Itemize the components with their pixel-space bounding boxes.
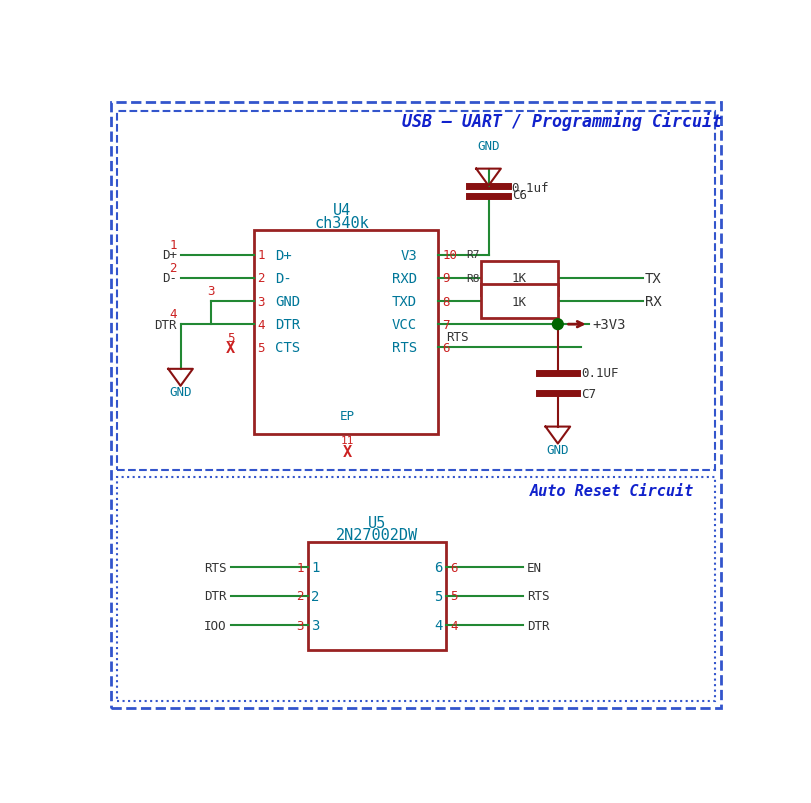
Text: DTR: DTR [275, 318, 300, 332]
Text: X: X [342, 444, 352, 459]
Text: 6: 6 [433, 560, 442, 575]
Text: 6: 6 [442, 341, 449, 354]
Bar [480, 285, 557, 319]
Text: 3: 3 [296, 619, 303, 632]
Text: +3V3: +3V3 [592, 318, 625, 332]
Text: GND: GND [275, 295, 300, 308]
Text: 1: 1 [311, 560, 320, 575]
Text: TXD: TXD [392, 295, 416, 308]
Text: CTS: CTS [275, 340, 300, 355]
Text: 2: 2 [296, 589, 303, 603]
Text: R7: R7 [466, 251, 478, 260]
Text: ch340k: ch340k [315, 216, 369, 230]
Text: 4: 4 [257, 318, 264, 332]
Text: 3: 3 [311, 618, 320, 633]
Text: C6: C6 [511, 189, 526, 202]
Text: 6: 6 [449, 561, 457, 574]
Text: EP: EP [340, 409, 354, 422]
Text: U4: U4 [333, 202, 351, 218]
Text: 9: 9 [442, 272, 449, 285]
Bar [253, 231, 438, 434]
Text: 0.1uf: 0.1uf [511, 182, 548, 195]
Text: 0.1UF: 0.1UF [580, 367, 618, 380]
Text: 5: 5 [433, 589, 442, 603]
Text: D+: D+ [161, 249, 177, 262]
Text: 1: 1 [169, 238, 177, 251]
Text: RTS: RTS [392, 340, 416, 355]
Text: U5: U5 [367, 516, 385, 531]
Bar [480, 262, 557, 296]
Text: 3: 3 [257, 296, 264, 308]
Text: 10: 10 [442, 249, 457, 262]
Text: C7: C7 [580, 388, 595, 401]
Text: 2: 2 [311, 589, 320, 603]
Bar [118, 112, 714, 471]
Text: 4: 4 [449, 619, 457, 632]
Text: GND: GND [169, 386, 191, 399]
Text: DTR: DTR [526, 619, 549, 632]
Text: 4: 4 [169, 308, 177, 320]
Text: 5: 5 [226, 332, 234, 344]
Text: 1K: 1K [511, 272, 526, 285]
Text: RTS: RTS [204, 561, 226, 574]
Text: USB – UART / Programming Circuit: USB – UART / Programming Circuit [401, 112, 721, 131]
Text: IOO: IOO [204, 619, 226, 632]
Text: D-: D- [161, 272, 177, 285]
Text: 5: 5 [449, 589, 457, 603]
Text: RTS: RTS [445, 331, 468, 344]
Bar [307, 542, 445, 650]
Text: 2: 2 [169, 261, 177, 275]
Text: V3: V3 [400, 249, 416, 263]
Text: 5: 5 [257, 341, 264, 354]
Text: TX: TX [644, 271, 661, 286]
Text: D+: D+ [275, 249, 292, 263]
Text: RTS: RTS [526, 589, 549, 603]
Text: D-: D- [275, 271, 292, 286]
Text: 1K: 1K [511, 296, 526, 308]
Text: 2: 2 [257, 272, 264, 285]
Bar [118, 477, 714, 702]
Text: DTR: DTR [204, 589, 226, 603]
Text: RXD: RXD [392, 271, 416, 286]
Text: 1: 1 [257, 249, 264, 262]
Text: X: X [225, 340, 235, 355]
Text: GND: GND [477, 140, 499, 153]
Text: 11: 11 [341, 436, 354, 446]
Text: RX: RX [644, 295, 661, 308]
Text: R8: R8 [466, 273, 478, 283]
Text: 8: 8 [442, 296, 449, 308]
Text: 2N27002DW: 2N27002DW [336, 528, 418, 542]
Text: DTR: DTR [154, 318, 177, 332]
Text: 7: 7 [442, 318, 449, 332]
Text: VCC: VCC [392, 318, 416, 332]
Text: 3: 3 [208, 284, 215, 297]
Text: EN: EN [526, 561, 542, 574]
Circle shape [551, 320, 563, 330]
Text: GND: GND [546, 443, 569, 457]
Text: 4: 4 [433, 618, 442, 633]
Text: Auto Reset Circuit: Auto Reset Circuit [529, 483, 693, 499]
Text: 1: 1 [296, 561, 303, 574]
